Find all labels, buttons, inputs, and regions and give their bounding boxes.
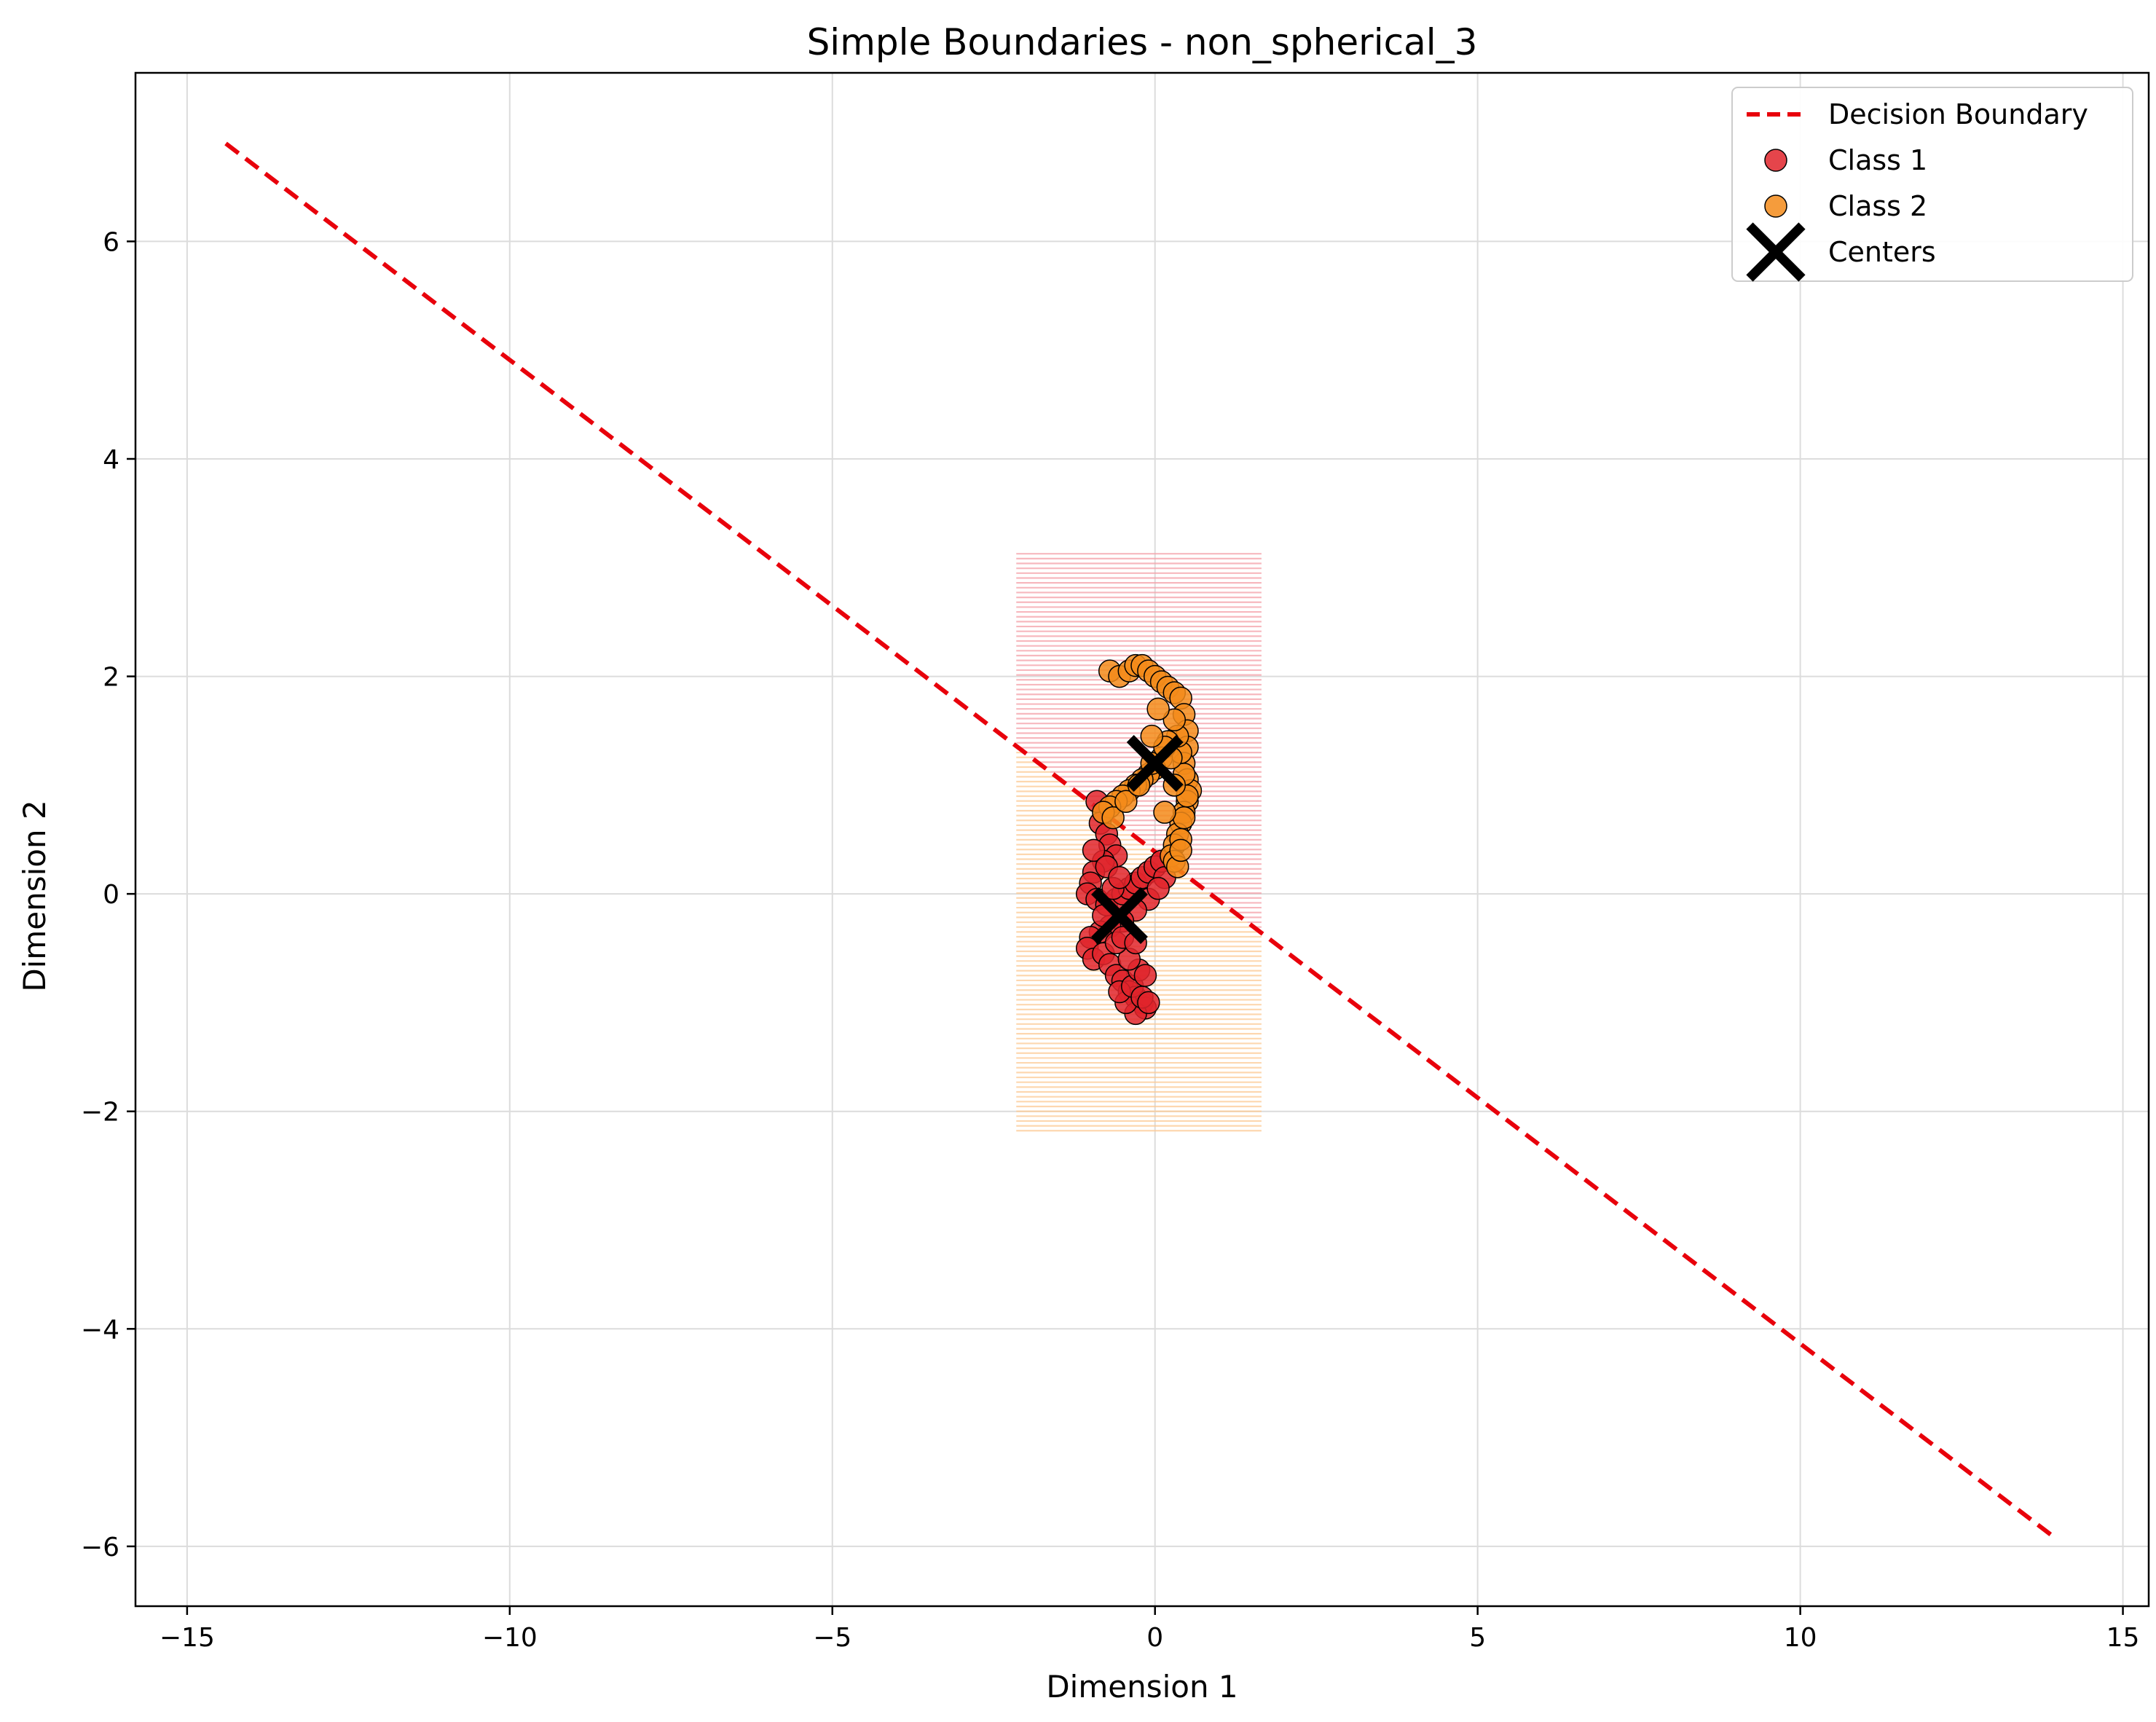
legend-label-class-1: Class 1 — [1828, 144, 1927, 176]
legend: Decision Boundary Class 1 Class 2 Center… — [1731, 87, 2133, 282]
class-2-point — [1146, 697, 1170, 721]
class-2-point — [1153, 801, 1176, 824]
legend-box — [1731, 87, 2133, 282]
class-2-point — [1162, 708, 1187, 732]
x-tick-label: −15 — [160, 1623, 215, 1653]
x-tick-label: 5 — [1469, 1623, 1486, 1653]
chart-title: Simple Boundaries - non_spherical_3 — [807, 21, 1478, 63]
decision-boundary-layer — [224, 141, 2053, 1538]
class-1-point — [1133, 964, 1157, 987]
x-tick-label: 15 — [2106, 1623, 2140, 1653]
legend-label-decision-boundary: Decision Boundary — [1828, 98, 2088, 130]
class-2-point — [1114, 790, 1138, 813]
cluster-centers — [1091, 735, 1184, 944]
y-axis: −6 −4 −2 0 2 4 6 — [81, 227, 135, 1562]
class-2-point — [1140, 724, 1164, 748]
y-tick-label: −6 — [81, 1533, 119, 1562]
legend-class-2-swatch — [1764, 194, 1787, 218]
y-tick-label: 6 — [103, 227, 119, 257]
x-axis-label: Dimension 1 — [1046, 1669, 1238, 1705]
class-1-point — [1137, 991, 1160, 1015]
class-2-point — [1172, 806, 1196, 830]
y-tick-label: −2 — [81, 1098, 119, 1128]
class-1-point — [1146, 876, 1170, 900]
class-2-point — [1101, 806, 1125, 830]
center-marker-0 — [1091, 887, 1148, 944]
legend-centers-swatch — [1746, 222, 1806, 282]
y-tick-label: −4 — [81, 1315, 119, 1345]
class-1-point — [1108, 866, 1131, 889]
decision-boundary-line — [224, 141, 2053, 1538]
y-tick-label: 4 — [103, 445, 119, 475]
x-tick-label: 0 — [1146, 1623, 1163, 1653]
y-tick-label: 2 — [103, 663, 119, 693]
y-tick-label: 0 — [103, 880, 119, 910]
center-stroke — [1091, 887, 1148, 944]
legend-label-centers: Centers — [1828, 236, 1936, 268]
center-stroke — [1126, 735, 1184, 792]
x-axis: −15 −10 −5 0 5 10 15 — [160, 1606, 2140, 1653]
x-tick-label: 10 — [1784, 1623, 1817, 1653]
legend-class-1-swatch — [1764, 149, 1787, 172]
legend-label-class-2: Class 2 — [1828, 190, 1927, 222]
class-1-point — [1082, 838, 1106, 862]
plot-frame — [134, 71, 2150, 1608]
x-tick-label: −5 — [813, 1623, 851, 1653]
class-2-point — [1169, 838, 1192, 862]
center-marker-1 — [1126, 735, 1184, 792]
y-axis-label: Dimension 2 — [17, 800, 52, 991]
x-tick-label: −10 — [482, 1623, 538, 1653]
